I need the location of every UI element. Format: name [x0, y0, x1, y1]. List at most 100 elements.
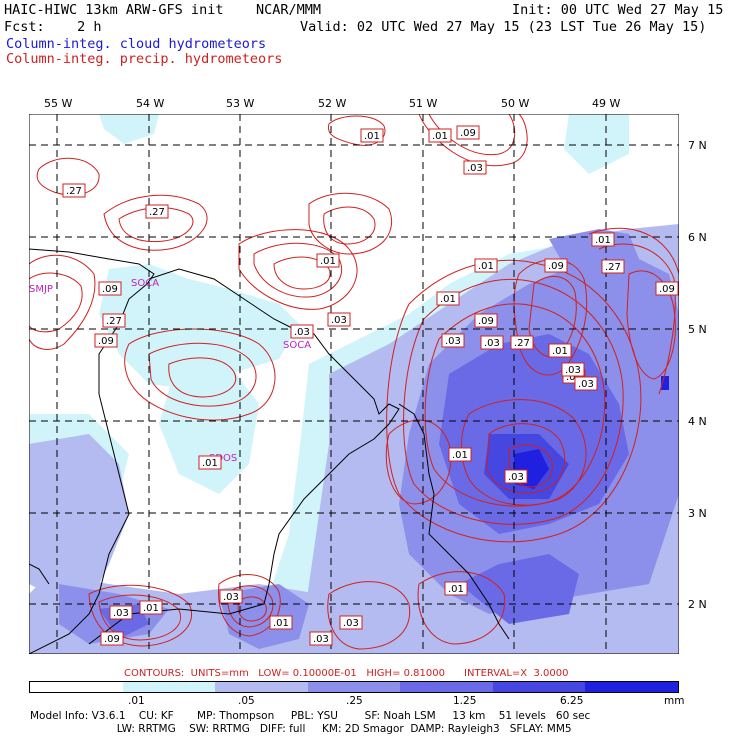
lon-label: 51 W [409, 97, 438, 110]
grid-lines [29, 114, 679, 654]
svg-text:.01: .01 [432, 131, 448, 142]
contour-label: .03 [290, 324, 314, 339]
contour-label: .01 [139, 600, 163, 615]
forecast-hour: Fcst: 2 h [4, 19, 102, 35]
contour-label: .01 [316, 253, 340, 268]
lon-label: 49 W [592, 97, 621, 110]
svg-text:.03: .03 [484, 338, 500, 349]
lon-label: 55 W [44, 97, 73, 110]
contour-label: .09 [98, 281, 122, 296]
contour-label: .01 [198, 455, 222, 470]
svg-text:.01: .01 [202, 458, 218, 469]
svg-text:.03: .03 [343, 618, 359, 629]
svg-text:.09: .09 [478, 316, 494, 327]
contour-label: .03 [561, 362, 585, 377]
plot-title: HAIC-HIWC 13km ARW-GFS init NCAR/MMM [4, 2, 321, 18]
title-model: HAIC-HIWC 13km ARW-GFS init [4, 2, 224, 18]
svg-text:.03: .03 [565, 365, 581, 376]
contour-label: .03 [574, 376, 598, 391]
svg-text:.09: .09 [102, 284, 118, 295]
colorbar-segment [307, 682, 401, 692]
legend-precip: Column-integ. precip. hydrometeors [6, 51, 283, 67]
svg-text:.09: .09 [98, 336, 114, 347]
contour-label: .09 [655, 281, 679, 296]
station-label: SDOS [209, 453, 237, 464]
lon-label: 52 W [318, 97, 347, 110]
svg-text:.27: .27 [514, 338, 530, 349]
contour-label: .09 [474, 313, 498, 328]
border-west [29, 248, 155, 654]
svg-text:.09: .09 [548, 261, 564, 272]
map-panel: SMJP SOCA SOCA SDOS .01.01.09.03.27.27.0… [29, 114, 679, 654]
svg-text:.03: .03 [508, 472, 524, 483]
contour-label: .09 [100, 631, 124, 646]
contour-label: .03 [480, 335, 504, 350]
colorbar-segment [400, 682, 493, 692]
svg-text:.09: .09 [659, 284, 675, 295]
svg-text:.03: .03 [294, 327, 310, 338]
legend-cloud: Column-integ. cloud hydrometeors [6, 36, 267, 52]
svg-text:.27: .27 [605, 262, 621, 273]
svg-text:.27: .27 [106, 316, 122, 327]
svg-text:.01: .01 [320, 256, 336, 267]
contour-label: .27 [62, 183, 86, 198]
svg-text:.09: .09 [104, 634, 120, 645]
contour-label: .01 [591, 232, 615, 247]
contour-label: .01 [428, 128, 452, 143]
contour-label: .03 [339, 615, 363, 630]
contour-label: .27 [510, 335, 534, 350]
svg-text:.01: .01 [273, 618, 289, 629]
contour-label: .27 [601, 259, 625, 274]
colorbar-segment [215, 682, 308, 692]
svg-text:.01: .01 [478, 261, 494, 272]
contour-labels: .01 .01 .09 .03 .27 .27 .01 .03 .09 .27 .09 .03 .01.… [62, 125, 679, 646]
contour-label: .03 [327, 312, 351, 327]
svg-text:.03: .03 [223, 592, 239, 603]
contour-label: .01 [444, 581, 468, 596]
contour-label: .01 [436, 291, 460, 306]
coastline-sw [29, 563, 50, 585]
svg-text:.03: .03 [566, 372, 582, 383]
svg-text:.03: .03 [113, 608, 129, 619]
colorbar-unit: mm [664, 695, 685, 707]
contour-label: .01 [474, 258, 498, 273]
svg-text:.03: .03 [313, 634, 329, 645]
svg-text:.03: .03 [467, 163, 483, 174]
colorbar-tick: 6.25 [560, 695, 584, 707]
contour-label: .03 [219, 589, 243, 604]
contour-label: .09 [456, 125, 480, 140]
colorbar-tick: 1.25 [453, 695, 477, 707]
lat-label: 7 N [688, 139, 707, 152]
lat-label: 2 N [688, 598, 707, 611]
lat-label: 6 N [688, 231, 707, 244]
lat-label: 5 N [688, 323, 707, 336]
station-label: SOCA [131, 278, 159, 289]
colorbar-tick: .25 [346, 695, 363, 707]
svg-text:.01: .01 [595, 235, 611, 246]
colorbar-segment [30, 682, 123, 692]
colorbar-tick: .01 [128, 695, 145, 707]
colorbar-segment [122, 682, 216, 692]
coastline-east [398, 403, 510, 640]
lon-label: 53 W [226, 97, 255, 110]
lat-label: 4 N [688, 415, 707, 428]
contour-label: .01 [548, 343, 572, 358]
model-info-line2: LW: RRTMG SW: RRTMG DIFF: full KM: 2D Sm… [30, 723, 572, 735]
colorbar [29, 681, 679, 693]
contour-label: .03 [504, 469, 528, 484]
svg-text:.03: .03 [578, 379, 594, 390]
svg-text:.01: .01 [364, 131, 380, 142]
svg-text:.01: .01 [448, 584, 464, 595]
station-labels: SMJP SOCA SOCA SDOS [29, 278, 311, 464]
colorbar-segment [585, 682, 679, 692]
valid-time: Valid: 02 UTC Wed 27 May 15 (23 LST Tue … [300, 19, 707, 35]
svg-text:.01: .01 [440, 294, 456, 305]
border-central [88, 268, 400, 645]
svg-text:.03: .03 [331, 315, 347, 326]
contour-label: .01 [448, 447, 472, 462]
svg-text:.01: .01 [452, 450, 468, 461]
contour-label: .03 [309, 631, 333, 646]
contour-label: .01 [360, 128, 384, 143]
colorbar-segment [492, 682, 586, 692]
contour-label: .03 [463, 160, 487, 175]
